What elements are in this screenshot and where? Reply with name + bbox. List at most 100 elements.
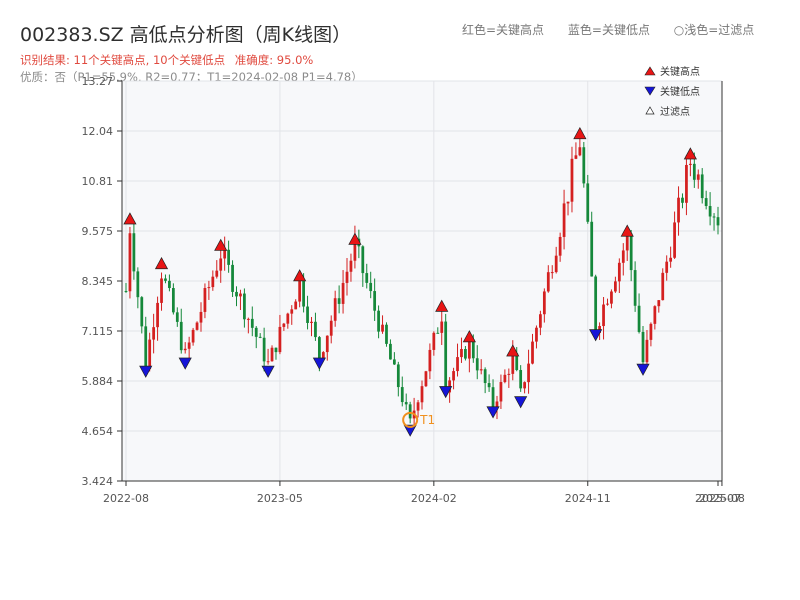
candle-body: [294, 301, 298, 310]
candle-body: [207, 287, 211, 289]
candle-body: [353, 238, 357, 261]
candle-body: [381, 324, 384, 332]
candle-body: [606, 303, 609, 305]
candle-body: [531, 341, 534, 364]
candle-body: [464, 349, 467, 359]
candles: [124, 138, 720, 427]
candle-body: [586, 183, 590, 222]
candle-body: [523, 382, 526, 389]
candle-body: [171, 288, 175, 313]
candle-body: [321, 352, 325, 359]
candle-body: [140, 297, 144, 327]
candle-body: [168, 280, 171, 289]
legend-high-label: 关键高点: [660, 65, 700, 78]
top-legend: 红色=关键高点 蓝色=关键低点 ○浅色=过滤点: [462, 21, 774, 38]
candle-body: [475, 358, 479, 371]
candle-body: [681, 197, 684, 203]
candle-body: [688, 163, 692, 165]
key-high-marker: [154, 256, 169, 270]
legend-high-icon: [644, 66, 656, 76]
candle-body: [195, 322, 199, 330]
x-tick-label: 2024-11: [565, 492, 611, 505]
candle-body: [160, 278, 163, 303]
candle-body: [325, 335, 329, 353]
candle-body: [274, 347, 278, 353]
candle-body: [657, 300, 661, 307]
candle-body: [602, 304, 605, 327]
candle-body: [542, 291, 546, 315]
candle-body: [452, 371, 455, 381]
candle-body: [495, 401, 499, 408]
x-tick-label: 2023-05: [257, 492, 303, 505]
accuracy-text: 准确度: 95.0%: [234, 53, 314, 67]
candle-body: [511, 353, 515, 374]
candle-body: [479, 369, 483, 371]
candle-body: [282, 323, 286, 327]
candle-body: [179, 321, 183, 351]
candle-body: [392, 359, 396, 365]
candle-body: [582, 147, 586, 184]
candle-body: [175, 312, 179, 322]
candle-body: [262, 337, 266, 362]
candle-body: [460, 349, 463, 358]
candle-body: [144, 326, 148, 370]
candle-body: [641, 331, 645, 363]
x-tick-label: 2024-02: [411, 492, 457, 505]
candle-body: [614, 281, 617, 292]
candle-body: [302, 279, 305, 307]
legend-light-note: ○浅色=过滤点: [673, 23, 755, 37]
y-tick-label: 13.27: [82, 75, 114, 88]
candle-body: [625, 233, 629, 251]
key-low-marker: [178, 357, 192, 370]
key-high-marker: [293, 269, 307, 282]
key-low-marker: [312, 357, 326, 370]
candle-body: [400, 387, 404, 403]
candle-body: [329, 320, 333, 336]
candle-body: [132, 233, 136, 272]
y-tick-label: 9.575: [82, 225, 114, 238]
candle-body: [219, 258, 223, 271]
candle-body: [696, 174, 700, 180]
candle-body: [487, 383, 491, 388]
legend-filtered-icon: [645, 106, 655, 115]
candle-body: [266, 361, 270, 363]
candle-body: [558, 236, 562, 256]
candle-body: [669, 257, 673, 262]
grid: [122, 80, 722, 482]
candle-body: [716, 217, 720, 226]
candle-body: [444, 321, 448, 393]
legend-blue-note: 蓝色=关键低点: [567, 23, 650, 37]
candle-body: [665, 261, 669, 273]
candle-body: [215, 270, 219, 277]
candle-body: [712, 216, 716, 218]
candle-body: [499, 382, 503, 402]
y-tick-label: 12.04: [82, 125, 114, 138]
candle-body: [243, 293, 246, 320]
key-high-marker: [462, 330, 476, 343]
key-low-marker: [403, 424, 417, 437]
key-high-marker: [123, 212, 137, 225]
candle-body: [637, 305, 641, 332]
y-tick-label: 10.81: [82, 175, 114, 188]
x-tick-label: 2025-08: [699, 492, 745, 505]
candle-body: [396, 364, 400, 388]
candle-body: [436, 332, 440, 334]
t1-label: T1: [419, 413, 435, 427]
candle-body: [314, 321, 317, 338]
candle-body: [570, 158, 574, 202]
x-tick-label: 2025-07: [695, 492, 741, 505]
candle-body: [621, 250, 625, 263]
y-tick-label: 3.424: [82, 475, 114, 488]
t1-ring: [402, 411, 419, 428]
legend-low-icon: [644, 86, 656, 96]
key-high-marker: [506, 344, 520, 357]
key-low-marker: [439, 386, 453, 399]
key-high-marker: [573, 126, 587, 140]
candle-body: [258, 336, 262, 338]
candle-body: [365, 273, 369, 283]
candle-body: [250, 318, 254, 328]
candle-body: [404, 402, 408, 405]
candle-body: [239, 293, 242, 297]
y-tick-label: 5.884: [82, 375, 114, 388]
candle-body: [349, 260, 353, 272]
